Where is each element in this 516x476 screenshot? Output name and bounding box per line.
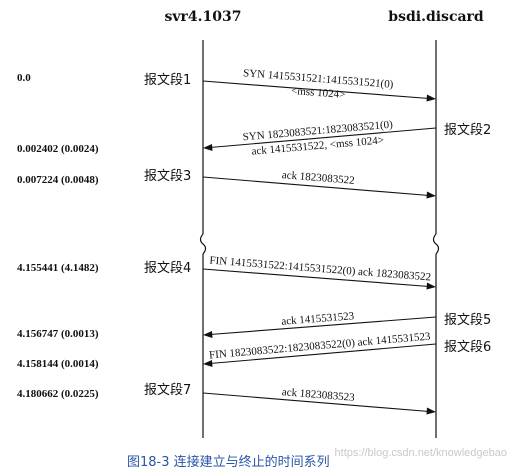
- segment-3-text: ack 1823083522: [281, 169, 355, 187]
- segment-5-text: ack 1415531523: [281, 310, 355, 328]
- time-label: 0.002402 (0.0024): [17, 143, 99, 155]
- segment-2-arrow: [209, 127, 437, 149]
- segment-label: 报文段2: [444, 123, 491, 138]
- time-label: 0.007224 (0.0048): [17, 174, 99, 186]
- segment-4-arrow: [202, 268, 430, 288]
- segment-6-arrow: [209, 343, 437, 365]
- segment-2-arrowhead: [203, 144, 213, 151]
- segment-4-arrowhead: [426, 282, 436, 290]
- host-right-label: bsdi.discard: [388, 9, 484, 25]
- segment-4-text: FIN 1415531522:1415531522(0) ack 1823083…: [209, 255, 431, 284]
- segment-label: 报文段5: [444, 313, 491, 328]
- segment-7-arrowhead: [426, 407, 436, 415]
- segment-5-arrowhead: [203, 331, 213, 338]
- time-label: 4.158144 (0.0014): [17, 358, 99, 370]
- host-left-label: svr4.1037: [165, 9, 242, 25]
- segment-7-text: ack 1823083523: [281, 386, 355, 404]
- right-timeline-break: [432, 233, 440, 255]
- time-label: 0.0: [17, 72, 31, 84]
- segment-5-arrow: [209, 316, 437, 336]
- segment-3-arrowhead: [426, 191, 436, 199]
- left-timeline-break: [199, 233, 207, 255]
- segment-label: 报文段3: [144, 169, 191, 184]
- segment-1-text: <mss 1024>: [291, 85, 346, 101]
- segment-6-arrowhead: [203, 360, 213, 367]
- time-label: 4.180662 (0.0225): [17, 388, 99, 400]
- segment-7-arrow: [202, 392, 430, 413]
- segment-6-text: FIN 1823083522:1823083522(0) ack 1415531…: [209, 331, 432, 362]
- segment-1-arrow: [202, 80, 430, 100]
- segment-1-arrowhead: [426, 94, 436, 102]
- time-label: 4.155441 (4.1482): [17, 262, 99, 274]
- figure-caption: 图18-3 连接建立与终止的时间系列: [127, 454, 330, 470]
- segment-3-arrow: [202, 176, 430, 197]
- segment-label: 报文段1: [144, 73, 191, 88]
- segment-label: 报文段4: [144, 261, 191, 276]
- segment-label: 报文段7: [144, 383, 191, 398]
- time-label: 4.156747 (0.0013): [17, 328, 99, 340]
- segment-label: 报文段6: [444, 340, 491, 355]
- watermark: https://blog.csdn.net/knowledgebao: [335, 447, 507, 459]
